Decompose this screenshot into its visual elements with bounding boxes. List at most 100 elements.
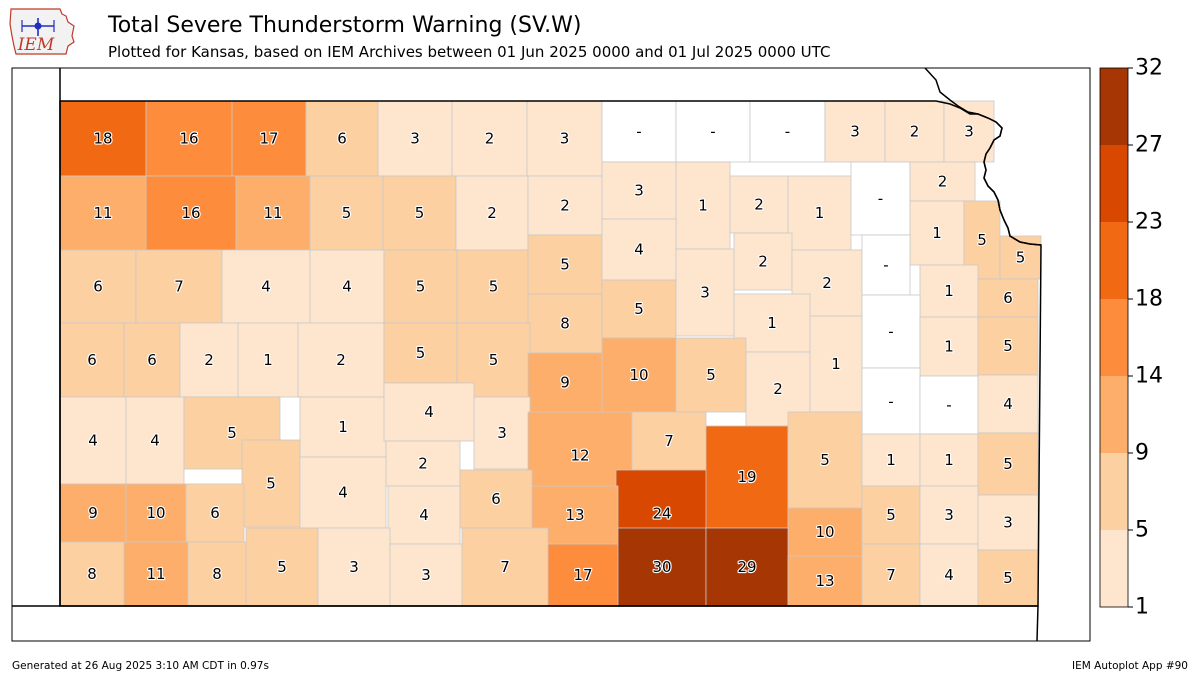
colorbar-bin [1100,145,1128,222]
county-polygon [185,483,245,543]
county-count-label: 1 [886,451,896,469]
county-count-label: 4 [150,432,160,450]
county-count-label: 13 [565,506,584,524]
county-polygon [59,249,137,324]
county-count-label: 3 [944,506,954,524]
county-count-label: 5 [1003,337,1013,355]
county-count-label: 2 [487,204,497,222]
county-count-label: 5 [342,204,352,222]
map-subtitle: Plotted for Kansas, based on IEM Archive… [108,43,831,61]
county-polygon [919,375,979,435]
county-polygon [59,175,147,251]
county-polygon [705,527,789,607]
county-count-label: 2 [560,197,570,215]
county-polygon [317,527,391,607]
map-frame [11,67,1091,642]
county-polygon [977,549,1039,607]
county-polygon [145,175,237,251]
county-polygon [459,469,533,529]
county-count-label: 4 [424,403,434,421]
county-polygon [749,100,826,163]
county-count-label: 7 [500,558,510,576]
county-count-label: 2 [485,130,495,148]
county-polygon [179,322,239,398]
county-count-label: 5 [706,366,716,384]
county-count-label: 8 [87,565,97,583]
county-polygon [861,294,921,369]
county-count-label: 5 [560,256,570,274]
county-count-label: 4 [261,278,271,296]
county-count-label: 5 [266,475,276,493]
county-count-label: 1 [767,314,777,332]
county-count-label: 5 [1003,455,1013,473]
colorbar-tick-label: 23 [1135,210,1163,235]
county-count-label: 5 [489,351,499,369]
county-count-label: 11 [146,565,165,583]
county-polygon [59,100,147,177]
county-polygon [943,100,995,163]
county-count-label: 3 [1003,514,1013,532]
iem-logo: IEM [9,8,75,55]
county-count-label: 4 [338,484,348,502]
state-outline-right [1036,605,1039,642]
county-polygon [527,411,633,500]
county-count-label: 6 [210,504,220,522]
county-polygon [617,527,707,607]
county-count-label: 29 [737,558,756,576]
county-polygon [601,279,677,339]
county-polygon [884,100,945,163]
county-count-label: 12 [570,447,589,465]
county-polygon [809,315,863,413]
county-polygon [601,161,677,220]
county-polygon [241,439,301,528]
colorbar-tick-label: 5 [1135,518,1149,543]
county-count-label: 11 [93,204,112,222]
county-count-label: - [785,123,790,141]
county-count-label: 9 [560,374,570,392]
county-count-label: 30 [652,558,671,576]
colorbar-tick-label: 14 [1135,364,1163,389]
county-count-label: 3 [700,284,710,302]
county-count-label: 10 [146,504,165,522]
county-count-label: 7 [174,278,184,296]
county-count-label: 10 [629,366,648,384]
county-polygon [383,382,475,442]
county-count-label: 8 [212,565,222,583]
county-count-label: 5 [1003,569,1013,587]
county-count-label: 2 [204,351,214,369]
county-polygon [919,264,979,318]
county-count-label: 5 [277,558,287,576]
county-polygon [383,322,458,384]
county-polygon [527,175,603,236]
county-count-label: 10 [815,523,834,541]
county-count-label: 16 [181,204,200,222]
county-count-label: 4 [342,278,352,296]
colorbar-bin [1100,222,1128,299]
county-count-label: 5 [415,204,425,222]
county-count-label: 1 [263,351,273,369]
county-count-label: 2 [773,380,783,398]
county-count-label: 4 [944,566,954,584]
colorbar: 1 5 9 14 18 23 27 32 [1099,56,1163,620]
county-count-label: 4 [419,506,429,524]
county-count-label: 1 [944,338,954,356]
county-count-label: 24 [652,505,671,523]
county-polygon [861,433,921,487]
county-count-label: 4 [634,241,644,259]
colorbar-tick-label: 9 [1135,441,1149,466]
county-polygon [461,527,549,607]
colorbar-bin [1100,530,1128,607]
county-count-label: 2 [758,253,768,271]
county-count-label: 5 [416,344,426,362]
county-count-label: 1 [698,197,708,215]
county-polygon [451,100,528,177]
county-count-label: 2 [754,196,764,214]
county-count-label: - [878,190,883,208]
county-polygon [309,249,385,324]
colorbar-bin [1100,453,1128,530]
county-count-label: 2 [938,173,948,191]
county-polygon [675,337,747,413]
county-count-label: 8 [560,315,570,333]
colorbar-tick-label: 27 [1135,133,1163,158]
county-count-label: 17 [573,566,592,584]
